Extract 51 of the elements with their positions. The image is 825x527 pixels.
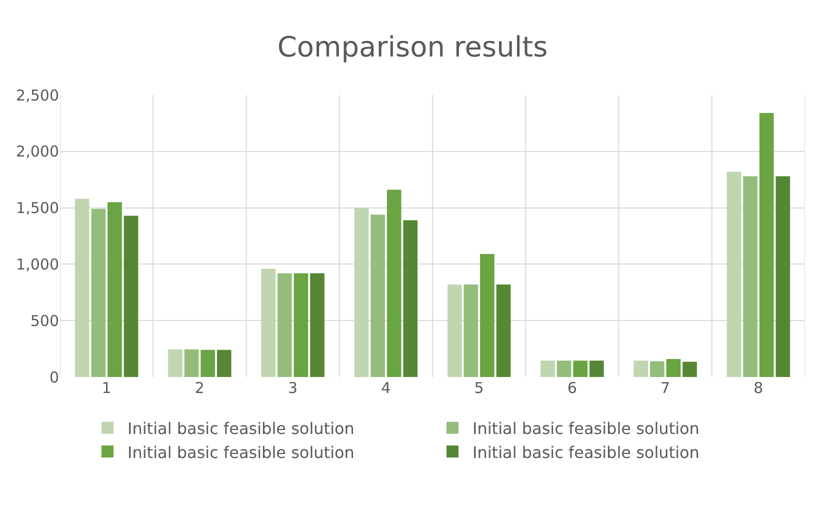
bar xyxy=(277,273,292,377)
bar xyxy=(370,214,385,377)
bar xyxy=(447,284,462,377)
bar xyxy=(403,220,418,377)
bar xyxy=(168,349,182,377)
bar xyxy=(540,360,555,377)
x-tick-label: 2 xyxy=(194,379,204,397)
bar xyxy=(124,216,138,377)
y-tick-label: 1,000 xyxy=(16,255,59,274)
bar xyxy=(776,176,790,377)
y-tick-label: 1,500 xyxy=(16,199,59,218)
bar xyxy=(759,113,774,377)
x-tick-label: 8 xyxy=(754,379,764,397)
bar xyxy=(464,284,478,377)
bar xyxy=(682,362,697,377)
bar xyxy=(294,273,308,377)
y-tick-label: 0 xyxy=(49,368,59,386)
bar xyxy=(589,360,604,377)
chart-title: Comparison results xyxy=(277,30,548,64)
bar xyxy=(108,202,122,377)
legend-label: Initial basic feasible solution xyxy=(128,442,354,462)
x-tick-label: 6 xyxy=(567,379,577,397)
bar xyxy=(743,176,758,377)
bar xyxy=(216,350,232,377)
bar xyxy=(666,358,681,377)
y-tick-label: 500 xyxy=(30,312,59,330)
bar xyxy=(480,254,494,377)
y-tick-label: 2,000 xyxy=(16,142,59,161)
bar xyxy=(726,172,742,377)
legend-label: Initial basic feasible solution xyxy=(472,418,700,438)
bar xyxy=(650,361,664,377)
x-tick-label: 3 xyxy=(288,379,298,397)
bar xyxy=(573,360,588,377)
bar xyxy=(200,350,216,377)
bar xyxy=(386,190,402,377)
x-tick-label: 4 xyxy=(381,379,391,397)
bar xyxy=(634,360,648,377)
x-tick-label: 1 xyxy=(102,379,112,397)
bar xyxy=(354,208,369,377)
bar xyxy=(556,360,572,377)
bar xyxy=(496,284,511,377)
x-tick-label: 5 xyxy=(474,379,484,397)
bar xyxy=(261,268,276,377)
legend-label: Initial basic feasible solution xyxy=(472,442,700,462)
y-tick-label: 2,500 xyxy=(16,86,59,104)
bar xyxy=(74,198,90,377)
bar xyxy=(310,273,324,377)
bar xyxy=(184,349,199,377)
bar xyxy=(91,208,106,377)
x-tick-label: 7 xyxy=(660,379,670,397)
legend-label: Initial basic feasible solution xyxy=(128,418,354,438)
